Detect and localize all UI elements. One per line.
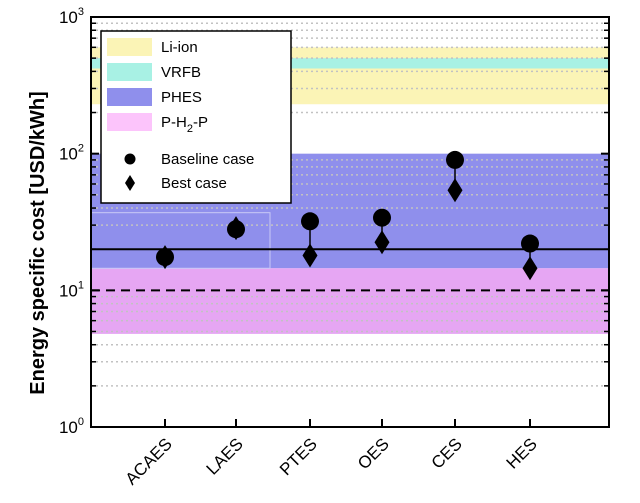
legend: Li-ion VRFB PHES P-H2-P Baseline case Best ca… [100, 30, 292, 204]
x-tick-label-ces: CES [428, 434, 466, 472]
legend-label: VRFB [161, 64, 201, 81]
legend-label: PHES [161, 89, 202, 106]
x-tick-label-laes: LAES [203, 434, 247, 478]
legend-swatch [107, 88, 152, 106]
x-tick-label-acaes: ACAES [122, 434, 176, 488]
best-case-marker-hes [522, 256, 538, 281]
legend-swatch [107, 113, 152, 131]
baseline-marker-laes [227, 220, 245, 239]
x-tick-label-hes: HES [503, 434, 541, 472]
best-case-marker-ces [447, 178, 463, 203]
data-markers [156, 150, 539, 281]
best-case-marker-ptes [302, 243, 318, 268]
legend-swatch [107, 38, 152, 56]
legend-label: P-H2-P [161, 114, 208, 135]
legend-circle-marker [124, 153, 136, 165]
baseline-marker-ptes [301, 212, 319, 231]
x-tick-label-ptes: PTES [276, 434, 321, 479]
reference-lines [91, 248, 609, 292]
y-tick-label: 101 [59, 279, 84, 300]
baseline-marker-hes [521, 234, 539, 253]
best-case-marker-oes [374, 230, 390, 255]
legend-label: Baseline case [161, 151, 254, 168]
legend-label: Li-ion [161, 39, 198, 56]
y-tick-label: 100 [59, 416, 84, 437]
y-axis-label: Energy specific cost [USD/kWh] [27, 91, 49, 394]
plot-frame [90, 16, 610, 428]
x-tick-label-oes: OES [354, 434, 393, 473]
baseline-marker-acaes [156, 248, 174, 267]
band-vrfb [91, 58, 609, 69]
y-tick-label: 102 [59, 143, 84, 164]
legend-diamond-marker [125, 175, 135, 191]
legend-swatch [107, 63, 152, 81]
legend-label: Best case [161, 175, 227, 192]
y-tick-label: 103 [59, 6, 84, 27]
baseline-marker-oes [373, 208, 391, 227]
band-p-h2-p [91, 268, 609, 334]
baseline-marker-ces [446, 150, 464, 169]
